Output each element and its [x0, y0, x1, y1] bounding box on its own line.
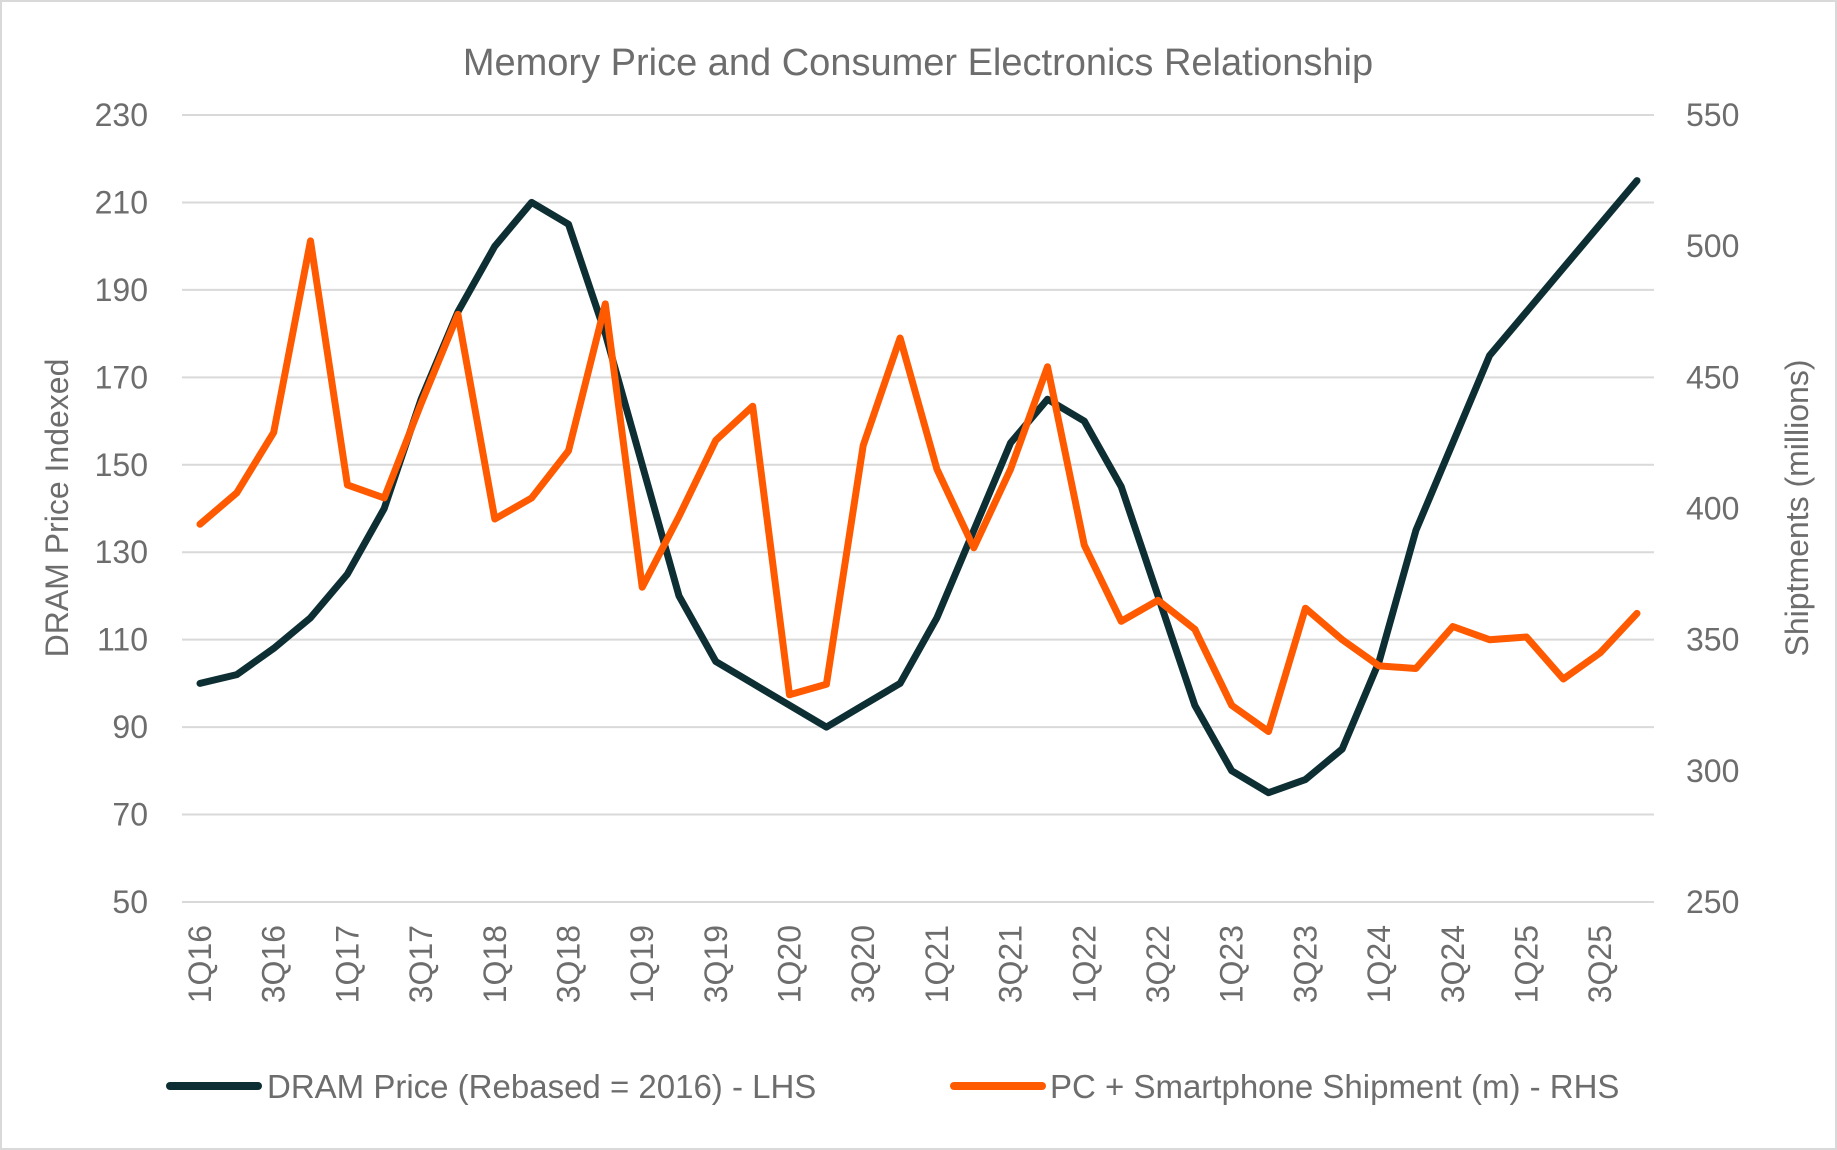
x-tick-label: 3Q20	[845, 925, 881, 1003]
left-axis-label: DRAM Price Indexed	[39, 359, 75, 658]
x-axis-ticks: 1Q16 3Q16 1Q17 3Q17 1Q18 3Q18 1Q19 3Q19 1Q20 3Q20…	[182, 925, 1618, 1003]
x-tick-label: 3Q24	[1435, 925, 1471, 1003]
x-tick-label: 1Q17	[329, 925, 365, 1003]
left-tick-label: 230	[95, 97, 148, 133]
series-lines	[196, 177, 1641, 797]
x-tick-label: 3Q19	[698, 925, 734, 1003]
chart-title: Memory Price and Consumer Electronics Re…	[463, 42, 1373, 84]
x-tick-label: 1Q22	[1066, 925, 1102, 1003]
x-tick-label: 3Q21	[993, 925, 1029, 1003]
x-tick-label: 1Q16	[182, 925, 218, 1003]
left-tick-label: 50	[112, 884, 148, 920]
x-tick-label: 3Q16	[256, 925, 292, 1003]
right-tick-label: 550	[1686, 97, 1739, 133]
x-tick-label: 3Q17	[403, 925, 439, 1003]
left-tick-label: 190	[95, 272, 148, 308]
x-tick-label: 3Q18	[550, 925, 586, 1003]
left-tick-label: 170	[95, 359, 148, 395]
right-tick-label: 400	[1686, 491, 1739, 527]
x-tick-label: 1Q20	[772, 925, 808, 1003]
left-tick-label: 90	[112, 709, 148, 745]
right-axis-label: Shiptments (millions)	[1779, 360, 1815, 657]
left-tick-label: 210	[95, 184, 148, 220]
x-tick-label: 3Q22	[1140, 925, 1176, 1003]
right-tick-label: 250	[1686, 884, 1739, 920]
left-tick-label: 70	[112, 797, 148, 833]
dram-price-line	[196, 177, 1641, 797]
left-tick-label: 130	[95, 534, 148, 570]
x-tick-label: 1Q19	[624, 925, 660, 1003]
right-tick-label: 500	[1686, 228, 1739, 264]
legend-label-shipments: PC + Smartphone Shipment (m) - RHS	[1050, 1068, 1619, 1105]
shipments-line	[196, 237, 1641, 735]
x-tick-label: 1Q24	[1361, 925, 1397, 1003]
right-axis-ticks: 250 300 350 400 450 500 550	[1686, 97, 1739, 920]
legend: DRAM Price (Rebased = 2016) - LHS PC + S…	[166, 1068, 1619, 1105]
left-tick-label: 110	[97, 622, 148, 658]
gridlines	[182, 114, 1654, 903]
x-tick-label: 3Q25	[1582, 925, 1618, 1003]
legend-label-dram: DRAM Price (Rebased = 2016) - LHS	[267, 1068, 816, 1105]
right-tick-label: 350	[1686, 622, 1739, 658]
x-tick-label: 1Q23	[1214, 925, 1250, 1003]
left-axis-ticks: 50 70 90 110 130 150 170 190 210 230	[95, 97, 148, 920]
right-tick-label: 300	[1686, 753, 1739, 789]
x-tick-label: 3Q23	[1287, 925, 1323, 1003]
left-tick-label: 150	[95, 447, 148, 483]
x-tick-label: 1Q25	[1508, 925, 1544, 1003]
x-tick-label: 1Q21	[919, 925, 955, 1003]
right-tick-label: 450	[1686, 359, 1739, 395]
x-tick-label: 1Q18	[477, 925, 513, 1003]
